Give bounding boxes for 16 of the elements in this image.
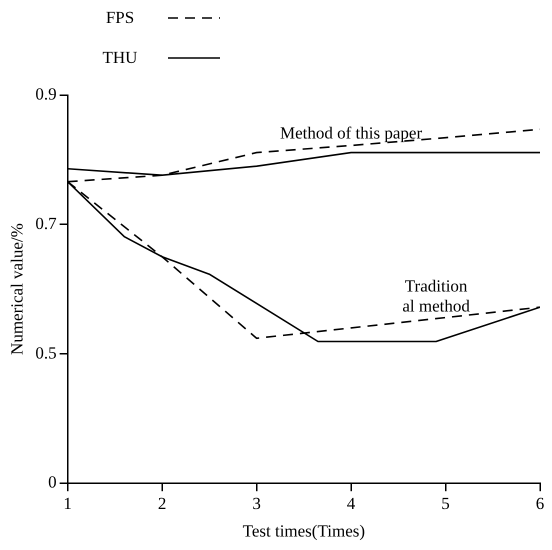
x-tick-label: 6 — [536, 494, 544, 513]
x-axis-title: Test times(Times) — [242, 521, 366, 540]
legend-label: THU — [102, 48, 138, 68]
x-tick-label: 2 — [158, 494, 166, 513]
x-tick-label: 5 — [441, 494, 450, 513]
annotation: Tradition al method — [402, 276, 470, 316]
x-tick-label: 4 — [346, 494, 356, 513]
legend-label: FPS — [104, 8, 136, 28]
y-tick-label: 0.7 — [35, 214, 58, 233]
x-tick-label: 1 — [63, 494, 72, 513]
y-tick-label: 0.5 — [35, 343, 57, 362]
annotation: Method of this paper — [280, 123, 422, 142]
y-axis-title: Numerical value/% — [8, 223, 27, 355]
y-tick-label: 0.9 — [35, 84, 57, 104]
x-tick-label: 3 — [252, 494, 261, 513]
y-tick-label: 0 — [48, 472, 57, 492]
